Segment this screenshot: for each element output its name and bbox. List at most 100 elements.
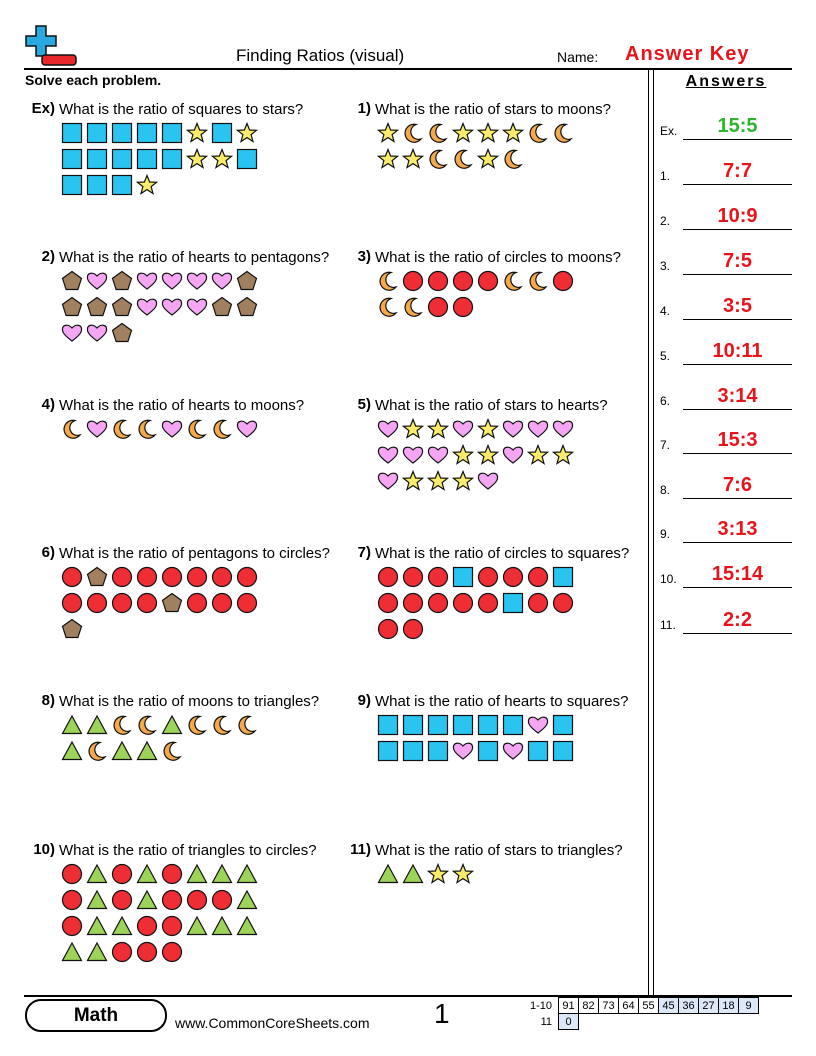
shape-row	[61, 618, 343, 644]
shape-row	[377, 417, 649, 444]
shape-icon	[236, 889, 258, 910]
shape-icon	[136, 148, 158, 170]
shape-icon	[161, 272, 183, 290]
shape-icon	[526, 443, 550, 465]
shape-icon	[210, 147, 234, 169]
shape-icon	[88, 741, 107, 761]
shape-icon	[452, 742, 474, 760]
problem: Ex) What is the ratio of squares to stars…	[21, 100, 343, 200]
shape-icon	[86, 420, 108, 438]
shape-row	[61, 740, 343, 766]
shape-row	[377, 862, 649, 889]
problem-label: 11)	[350, 841, 371, 858]
website: www.CommonCoreSheets.com	[175, 1015, 370, 1031]
shape-icon	[477, 472, 499, 490]
shape-icon	[213, 419, 232, 439]
shape-icon	[61, 889, 83, 911]
shape-icon	[138, 715, 157, 735]
shape-icon	[185, 121, 209, 143]
answer-value: 7:5	[683, 250, 792, 275]
answer-value: 15:3	[683, 429, 792, 454]
question: What is the ratio of circles to moons?	[375, 249, 621, 266]
shape-icon	[402, 740, 424, 762]
answer-value: 3:13	[683, 518, 792, 543]
shape-icon	[188, 715, 207, 735]
shape-icon	[527, 566, 549, 588]
score-row: 1-10 91 82 73 64 55 45 36 27 18 9	[528, 997, 760, 1014]
shape-icon	[401, 417, 425, 439]
shape-icon	[476, 417, 500, 439]
shape-icon	[163, 741, 182, 761]
shape-icon	[136, 915, 158, 937]
problem: 9) What is the ratio of hearts to squares…	[337, 692, 649, 766]
answer: 2. 10:9	[660, 202, 792, 232]
shape-icon	[552, 566, 574, 588]
shape-icon	[186, 592, 208, 614]
shape-icon	[402, 618, 424, 640]
score-cell: 82	[578, 997, 600, 1014]
shape-icon	[552, 714, 574, 736]
answer-value: 3:5	[683, 295, 792, 320]
shape-icon	[136, 941, 158, 963]
shape-icon	[111, 174, 133, 196]
shape-row	[377, 740, 649, 766]
shape-row	[376, 121, 649, 148]
shapes	[376, 121, 649, 174]
answer-value: 10:11	[683, 340, 792, 365]
shape-icon	[377, 446, 399, 464]
shape-row	[377, 592, 649, 618]
shape-icon	[136, 863, 158, 884]
shape-icon	[427, 714, 449, 736]
shape-icon	[552, 270, 574, 292]
shape-icon	[452, 296, 474, 318]
shapes	[377, 566, 649, 644]
answer-label: 9.	[660, 527, 671, 541]
shape-icon	[452, 714, 474, 736]
shape-icon	[111, 322, 133, 343]
shape-icon	[502, 714, 524, 736]
score-cell: 64	[618, 997, 640, 1014]
shape-icon	[161, 592, 183, 613]
shape-icon	[186, 272, 208, 290]
shape-icon	[211, 296, 233, 317]
shape-row	[61, 714, 343, 740]
shape-icon	[427, 740, 449, 762]
shapes	[377, 862, 649, 889]
shape-icon	[86, 122, 108, 144]
shape-icon	[86, 889, 108, 910]
shape-row	[61, 418, 343, 444]
question: What is the ratio of hearts to squares?	[375, 693, 629, 710]
question: What is the ratio of pentagons to circle…	[59, 545, 330, 562]
answer-label: 6.	[660, 394, 671, 408]
answer: 7. 15:3	[660, 426, 792, 456]
problem-label: 3)	[357, 248, 371, 265]
shape-icon	[186, 298, 208, 316]
answer-value: 7:6	[683, 474, 792, 499]
problem: 5) What is the ratio of stars to hearts?	[337, 396, 649, 496]
shape-icon	[452, 420, 474, 438]
shape-icon	[186, 915, 208, 936]
shapes	[61, 270, 343, 348]
shape-icon	[86, 863, 108, 884]
shape-icon	[161, 148, 183, 170]
shape-icon	[111, 740, 133, 761]
score-cell: 27	[698, 997, 720, 1014]
shape-icon	[188, 419, 207, 439]
shape-icon	[113, 419, 132, 439]
problem: 11) What is the ratio of stars to triangl…	[337, 841, 649, 889]
shape-icon	[111, 863, 133, 885]
score-row: 11 0	[528, 1013, 759, 1030]
shape-icon	[111, 592, 133, 614]
problem-label: 5)	[357, 396, 371, 413]
shape-row	[377, 566, 649, 592]
shapes	[61, 418, 343, 444]
answer-value: 2:2	[683, 609, 792, 634]
shape-icon	[379, 271, 398, 291]
shape-icon	[86, 324, 108, 342]
shape-icon	[136, 122, 158, 144]
score-cell: 91	[558, 997, 580, 1014]
shape-icon	[136, 566, 158, 588]
shape-icon	[61, 618, 83, 639]
problem: 4) What is the ratio of hearts to moons?	[21, 396, 343, 444]
shape-row	[61, 173, 343, 200]
